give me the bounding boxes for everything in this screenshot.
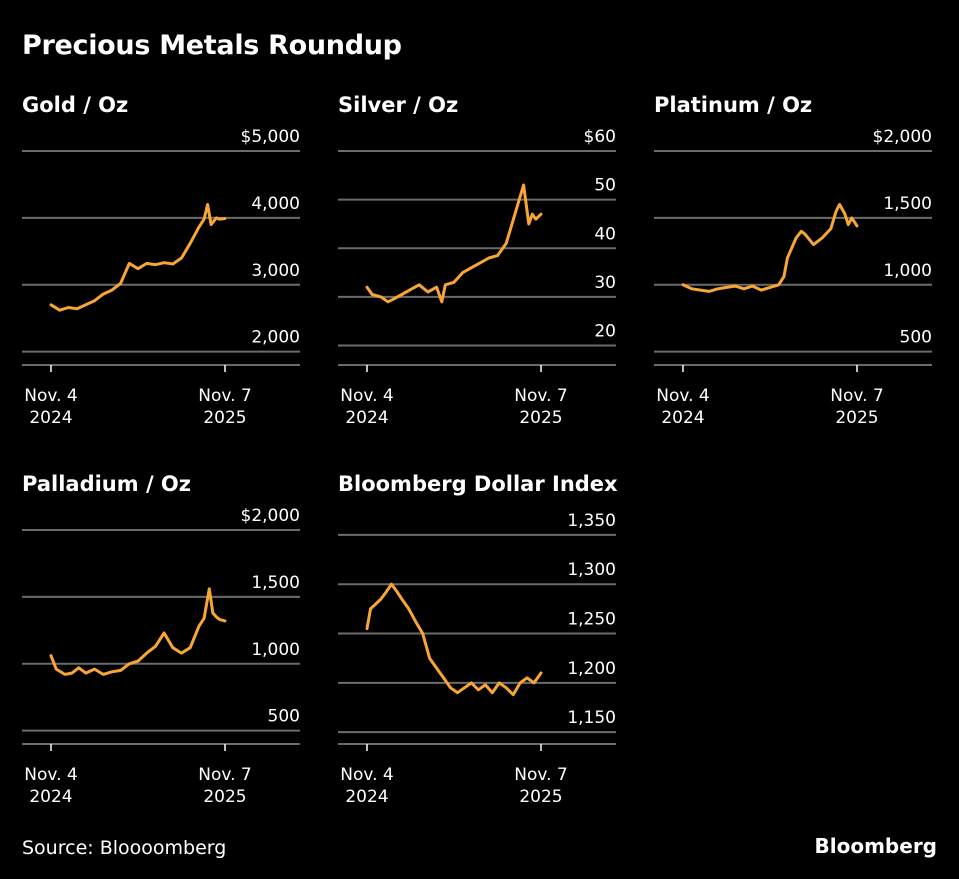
y-tick-label: 1,000 (251, 640, 300, 660)
x-tick-label: Nov. 4 (656, 386, 709, 406)
chart-title: Silver / Oz (338, 93, 459, 117)
y-tick-label: 500 (900, 328, 932, 348)
series-line (365, 183, 543, 304)
y-tick-label: 1,300 (567, 560, 616, 580)
chart-title: Bloomberg Dollar Index (338, 472, 618, 496)
x-tick-label: 2025 (203, 787, 246, 807)
x-tick-label: Nov. 7 (830, 386, 883, 406)
x-tick-label: 2025 (519, 787, 562, 807)
series-line (49, 587, 227, 676)
y-tick-label: 1,250 (567, 610, 616, 630)
y-tick-label: 1,000 (883, 261, 932, 281)
chart-title: Palladium / Oz (22, 472, 191, 496)
x-tick-label: Nov. 7 (198, 386, 251, 406)
y-tick-label: 20 (594, 322, 616, 342)
y-tick-label: 30 (594, 273, 616, 293)
x-tick-label: Nov. 4 (340, 765, 393, 785)
y-tick-label: 4,000 (251, 194, 300, 214)
series-line (365, 582, 543, 697)
x-tick-label: Nov. 4 (24, 386, 77, 406)
y-tick-label: 2,000 (251, 328, 300, 348)
x-tick-label: 2025 (835, 408, 878, 428)
series-line (681, 203, 859, 293)
chart-title: Platinum / Oz (654, 93, 813, 117)
y-tick-label: $5,000 (241, 127, 300, 147)
x-tick-label: 2025 (203, 408, 246, 428)
x-tick-label: Nov. 7 (198, 765, 251, 785)
y-tick-label: $2,000 (873, 127, 932, 147)
x-tick-label: 2024 (29, 408, 72, 428)
y-tick-label: 40 (594, 224, 616, 244)
y-tick-label: 1,150 (567, 708, 616, 728)
chart-title: Gold / Oz (22, 93, 129, 117)
x-tick-label: Nov. 7 (514, 765, 567, 785)
bloomberg-logo: Bloomberg (814, 834, 937, 858)
source-note: Source: Bloooomberg (22, 837, 227, 859)
x-tick-label: 2024 (661, 408, 704, 428)
series-line (49, 203, 227, 312)
y-tick-label: 3,000 (251, 261, 300, 281)
x-tick-label: Nov. 4 (24, 765, 77, 785)
y-tick-label: 1,500 (883, 194, 932, 214)
x-tick-label: 2024 (345, 787, 388, 807)
x-tick-label: Nov. 7 (514, 386, 567, 406)
y-tick-label: $60 (584, 127, 616, 147)
y-tick-label: 500 (268, 707, 300, 727)
y-tick-label: 50 (594, 176, 616, 196)
y-tick-label: $2,000 (241, 506, 300, 526)
y-tick-label: 1,500 (251, 573, 300, 593)
x-tick-label: 2025 (519, 408, 562, 428)
y-tick-label: 1,350 (567, 511, 616, 531)
x-tick-label: Nov. 4 (340, 386, 393, 406)
x-tick-label: 2024 (29, 787, 72, 807)
y-tick-label: 1,200 (567, 659, 616, 679)
x-tick-label: 2024 (345, 408, 388, 428)
page-title: Precious Metals Roundup (22, 30, 402, 61)
